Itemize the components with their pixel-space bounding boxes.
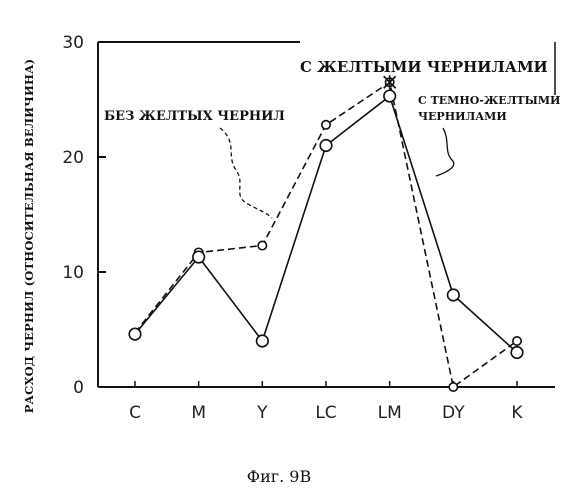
x-tick-label: M xyxy=(191,403,206,423)
series-2-point xyxy=(320,140,332,152)
y-tick-label: 10 xyxy=(62,263,84,283)
series-2-point xyxy=(448,289,460,301)
y-axis-label: РАСХОД ЧЕРНИЛ (ОТНОСИТЕЛЬНАЯ ВЕЛИЧИНА) xyxy=(22,59,36,414)
series-2-point xyxy=(193,251,205,263)
y-tick-label: 0 xyxy=(73,378,84,398)
series-2-point xyxy=(384,90,396,102)
series-1-point xyxy=(322,121,330,129)
leader-without-yellow xyxy=(220,128,272,218)
annotation-with-yellow-ink: С ЖЕЛТЫМИ ЧЕРНИЛАМИ xyxy=(300,58,548,76)
annotation-dark-yellow-line-2: ЧЕРНИЛАМИ xyxy=(418,110,507,123)
series-2-point xyxy=(129,328,141,340)
annotation-leaders xyxy=(220,128,454,218)
x-tick-label: DY xyxy=(442,403,465,423)
annotation-dark-yellow-line-1: С ТЕМНО-ЖЕЛТЫМИ xyxy=(418,94,560,107)
series-1-point xyxy=(449,383,457,391)
annotation-without-yellow-ink: БЕЗ ЖЕЛТЫХ ЧЕРНИЛ xyxy=(104,109,285,124)
series-2-point xyxy=(257,335,269,347)
y-tick-label: 30 xyxy=(62,33,84,53)
x-tick-label: C xyxy=(129,403,141,423)
series-line-2 xyxy=(135,96,517,352)
series-1-point xyxy=(258,241,266,249)
y-tick-label: 20 xyxy=(62,148,84,168)
x-tick-label: LC xyxy=(315,403,336,423)
y-axis-ticks: 0 10 20 30 xyxy=(62,33,106,398)
series-1-point xyxy=(513,337,521,345)
figure-caption: Фиг. 9B xyxy=(247,467,311,486)
series-2-point xyxy=(511,347,523,359)
leader-dark-yellow xyxy=(436,128,454,176)
x-tick-label: Y xyxy=(256,403,268,423)
x-tick-label: LM xyxy=(378,403,402,423)
x-tick-label: K xyxy=(511,403,523,423)
